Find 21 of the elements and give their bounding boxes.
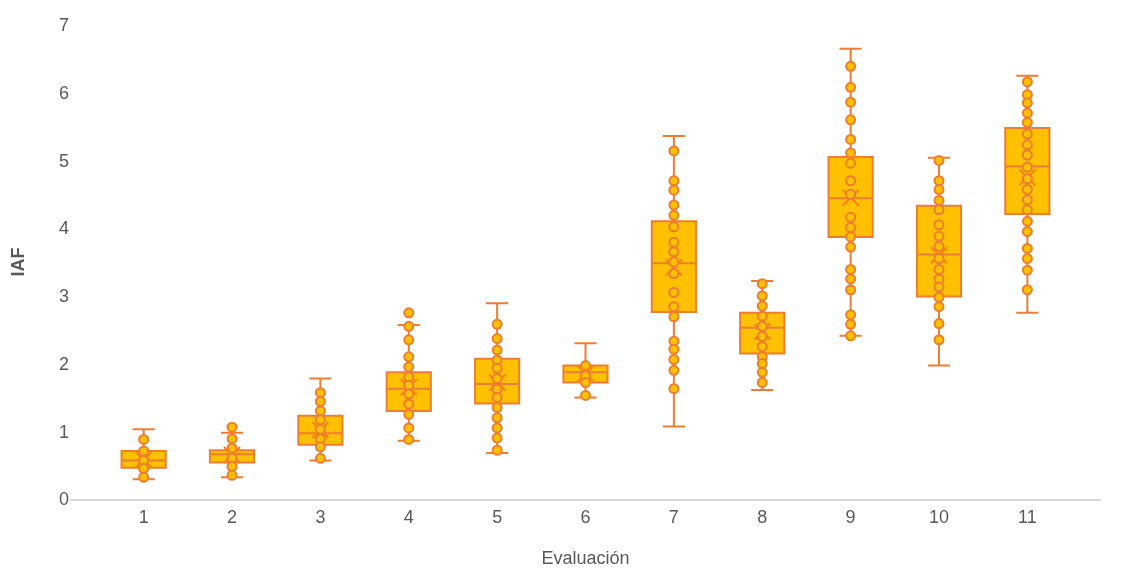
y-tick-label: 0: [58, 489, 69, 510]
y-tick-label: 5: [58, 150, 69, 171]
y-axis-title: IAF: [8, 247, 28, 277]
x-tick-label: 5: [492, 506, 503, 527]
x-tick-label: 3: [315, 506, 326, 527]
x-tick-label: 9: [845, 506, 856, 527]
x-tick-label: 2: [227, 506, 238, 527]
y-tick-label: 1: [58, 421, 69, 442]
y-tick-label: 2: [58, 353, 69, 374]
x-tick-label: 11: [1018, 506, 1037, 527]
y-tick-label: 7: [58, 15, 69, 36]
y-tick-label: 3: [58, 286, 69, 307]
y-tick-label: 6: [58, 83, 69, 104]
x-tick-label: 6: [580, 506, 591, 527]
x-tick-label: 8: [757, 506, 768, 527]
x-tick-label: 10: [928, 506, 950, 527]
y-tick-label: 4: [58, 218, 69, 239]
x-tick-label: 1: [138, 506, 149, 527]
x-axis-title: Evaluación: [541, 548, 630, 568]
x-tick-label: 7: [668, 506, 679, 527]
x-tick-label: 4: [403, 506, 414, 527]
